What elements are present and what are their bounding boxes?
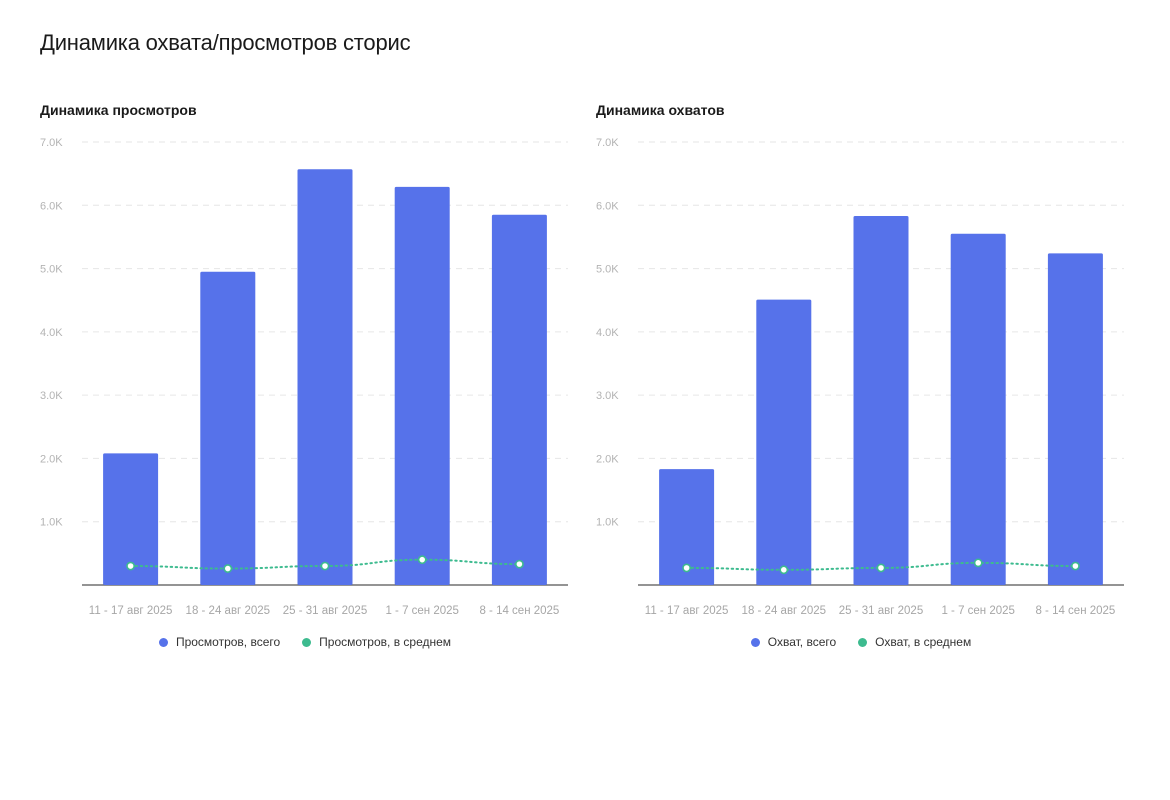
x-tick-label: 1 - 7 сен 2025 — [941, 605, 1014, 617]
legend-dot-line — [302, 637, 312, 647]
page-title: Динамика охвата/просмотров сторис — [40, 30, 411, 55]
average-point — [779, 565, 789, 575]
y-tick-label: 1.0K — [40, 517, 63, 529]
y-tick-label: 3.0K — [40, 390, 63, 402]
bar — [103, 453, 159, 585]
chart-title: Динамика просмотров — [40, 102, 197, 118]
chart-title: Динамика охватов — [596, 102, 725, 118]
x-tick-label: 11 - 17 авг 2025 — [89, 605, 173, 617]
legend-dot-bar — [158, 637, 168, 647]
average-point — [973, 558, 983, 568]
bar — [853, 216, 909, 585]
bar — [394, 186, 450, 585]
bar — [756, 299, 812, 585]
legend-label: Просмотров, всего — [175, 635, 281, 649]
y-tick-label: 6.0K — [40, 200, 63, 212]
legend-dot-bar — [750, 637, 760, 647]
legend-item-average[interactable]: Охват, в среднем — [858, 635, 971, 649]
legend-dot-line — [858, 637, 868, 647]
x-tick-label: 25 - 31 авг 2025 — [283, 605, 367, 617]
legend-item-total[interactable]: Охват, всего — [750, 635, 837, 649]
average-point — [1070, 561, 1080, 571]
y-tick-label: 5.0K — [596, 264, 619, 276]
bar — [1047, 253, 1103, 585]
y-tick-label: 4.0K — [40, 327, 63, 339]
bar — [950, 233, 1006, 585]
average-point — [320, 561, 330, 571]
average-point — [876, 563, 886, 573]
x-tick-label: 8 - 14 сен 2025 — [479, 605, 559, 617]
x-tick-label: 1 - 7 сен 2025 — [385, 605, 458, 617]
average-point — [126, 561, 135, 571]
average-point — [223, 564, 233, 573]
reach-bar-chart: 1.0K 2.0K 3.0K 4.0K 5.0K 6.0K 7.0K 11 - 17 авг … — [596, 137, 1124, 617]
average-point — [514, 559, 524, 569]
x-tick-label: 25 - 31 авг 2025 — [839, 605, 923, 617]
y-tick-label: 4.0K — [596, 327, 619, 339]
bar — [491, 214, 547, 585]
views-chart-panel: Динамика просмотров 1.0K 2.0K 3.0K 4.0K 5.0K… — [40, 100, 600, 660]
legend-label: Охват, всего — [767, 635, 837, 649]
bar — [297, 169, 353, 585]
x-tick-label: 18 - 24 авг 2025 — [186, 605, 270, 617]
legend-label: Охват, в среднем — [875, 635, 972, 649]
bar — [659, 469, 715, 585]
y-tick-label: 5.0K — [40, 264, 63, 276]
chart-legend: Охват, всего Охват, в среднем — [596, 635, 1126, 649]
y-tick-label: 3.0K — [596, 390, 619, 402]
x-tick-label: 8 - 14 сен 2025 — [1035, 605, 1115, 617]
y-tick-label: 7.0K — [596, 137, 619, 149]
reach-chart-panel: Динамика охватов 1.0K 2.0K 3.0K 4.0K 5.0K 6.0… — [596, 100, 1156, 660]
y-tick-label: 2.0K — [40, 453, 63, 465]
legend-item-average[interactable]: Просмотров, в среднем — [302, 635, 451, 649]
y-tick-label: 6.0K — [596, 200, 619, 212]
x-tick-label: 18 - 24 авг 2025 — [742, 605, 826, 617]
legend-label: Просмотров, в среднем — [319, 635, 452, 649]
views-bar-chart: 1.0K 2.0K 3.0K 4.0K 5.0K 6.0K 7.0K 11 - 17 авг … — [40, 137, 568, 617]
chart-legend: Просмотров, всего Просмотров, в среднем — [40, 635, 570, 649]
legend-item-total[interactable]: Просмотров, всего — [158, 635, 281, 649]
y-tick-label: 2.0K — [596, 453, 619, 465]
y-tick-label: 7.0K — [40, 137, 63, 149]
x-tick-label: 11 - 17 авг 2025 — [645, 605, 729, 617]
y-tick-label: 1.0K — [596, 517, 619, 529]
bar — [200, 271, 256, 585]
average-point — [417, 555, 427, 565]
average-point — [682, 563, 691, 573]
